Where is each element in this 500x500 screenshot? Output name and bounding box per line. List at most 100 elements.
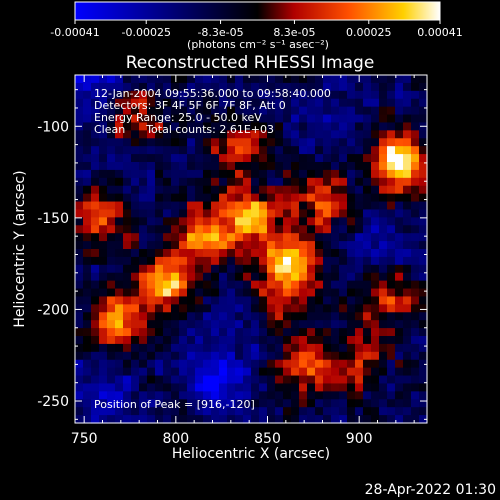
heatmap-cell (171, 272, 180, 282)
heatmap-cell (251, 351, 260, 361)
heatmap-cell (315, 209, 324, 218)
heatmap-cell (363, 106, 372, 116)
heatmap-cell (323, 320, 332, 329)
heatmap-cell (299, 249, 308, 258)
heatmap-cell (83, 375, 92, 385)
heatmap-cell (331, 98, 340, 108)
heatmap-cell (363, 336, 372, 345)
heatmap-cell (195, 169, 204, 179)
heatmap-cell (131, 169, 140, 179)
heatmap-cell (131, 343, 140, 353)
heatmap-cell (275, 312, 284, 321)
heatmap-cell (267, 272, 276, 282)
heatmap-cell (331, 280, 340, 290)
heatmap-cell (411, 114, 420, 124)
heatmap-cell (299, 383, 308, 392)
heatmap-cell (395, 256, 404, 266)
heatmap-cell (131, 154, 140, 163)
heatmap-cell (275, 82, 284, 92)
heatmap-cell (299, 320, 308, 329)
heatmap-cell (163, 415, 172, 424)
heatmap-cell (283, 233, 292, 242)
heatmap-cell (123, 106, 132, 116)
heatmap-cell (147, 304, 156, 313)
heatmap-cell (411, 82, 420, 92)
heatmap-cell (131, 359, 140, 369)
heatmap-cell (243, 312, 252, 321)
heatmap-cell (211, 154, 220, 163)
heatmap-cell (179, 336, 188, 345)
heatmap-cell (139, 351, 148, 361)
heatmap-cell (395, 336, 404, 345)
heatmap-cell (395, 383, 404, 392)
heatmap-cell (347, 233, 356, 242)
heatmap-cell (123, 351, 132, 361)
heatmap-cell (131, 217, 140, 226)
heatmap-cell (363, 320, 372, 329)
heatmap-cell (363, 367, 372, 377)
heatmap-cell (403, 201, 412, 211)
heatmap-cell (171, 351, 180, 361)
heatmap-cell (339, 146, 348, 155)
heatmap-cell (307, 296, 316, 305)
heatmap-cell (363, 249, 372, 258)
heatmap-cell (227, 98, 236, 108)
heatmap-cell (147, 122, 156, 131)
heatmap-cell (411, 383, 420, 392)
heatmap-cell (227, 201, 236, 211)
heatmap-cell (411, 185, 420, 195)
heatmap-cell (227, 399, 236, 408)
heatmap-cell (187, 177, 196, 187)
heatmap-cell (227, 90, 236, 100)
heatmap-cell (387, 399, 396, 408)
heatmap-cell (139, 288, 148, 298)
heatmap-cell (195, 256, 204, 266)
heatmap-cell (187, 82, 196, 92)
heatmap-cell (251, 359, 260, 369)
heatmap-cell (99, 375, 108, 385)
heatmap-cell (163, 201, 172, 211)
heatmap-cell (347, 217, 356, 226)
heatmap-cell (339, 296, 348, 305)
heatmap-cell (371, 336, 380, 345)
heatmap-cell (267, 154, 276, 163)
heatmap-cell (195, 391, 204, 400)
heatmap-cell (179, 367, 188, 377)
heatmap-cell (307, 328, 316, 337)
heatmap-cell (107, 130, 116, 139)
heatmap-cell (195, 280, 204, 290)
heatmap-cell (323, 304, 332, 313)
heatmap-cell (155, 130, 164, 139)
heatmap-cell (99, 249, 108, 258)
heatmap-cell (283, 272, 292, 282)
heatmap-cell (419, 130, 428, 139)
heatmap-cell (419, 375, 428, 385)
heatmap-cell (211, 177, 220, 187)
heatmap-cell (83, 272, 92, 282)
heatmap-cell (179, 201, 188, 211)
heatmap-cell (395, 359, 404, 369)
heatmap-cell (219, 225, 228, 234)
heatmap-cell (179, 272, 188, 282)
heatmap-cell (275, 162, 284, 171)
axis-ticks: 750 800 850 900-100-150-200-250 (37, 75, 427, 447)
heatmap-cell (211, 296, 220, 305)
heatmap-cell (379, 177, 388, 187)
heatmap-cell (235, 336, 244, 345)
heatmap-cell (347, 154, 356, 163)
heatmap-cell (251, 280, 260, 290)
heatmap-cell (331, 351, 340, 361)
heatmap-cell (227, 154, 236, 163)
heatmap-cell (83, 288, 92, 298)
heatmap-cell (91, 391, 100, 400)
heatmap-cell (411, 343, 420, 353)
heatmap-cell (163, 185, 172, 195)
heatmap-cell (371, 304, 380, 313)
heatmap-cell (75, 130, 84, 139)
heatmap-cell (107, 320, 116, 329)
heatmap-cell (379, 209, 388, 218)
heatmap-cell (243, 272, 252, 282)
heatmap-cell (315, 264, 324, 274)
heatmap-cell (251, 249, 260, 258)
heatmap-cell (171, 169, 180, 179)
